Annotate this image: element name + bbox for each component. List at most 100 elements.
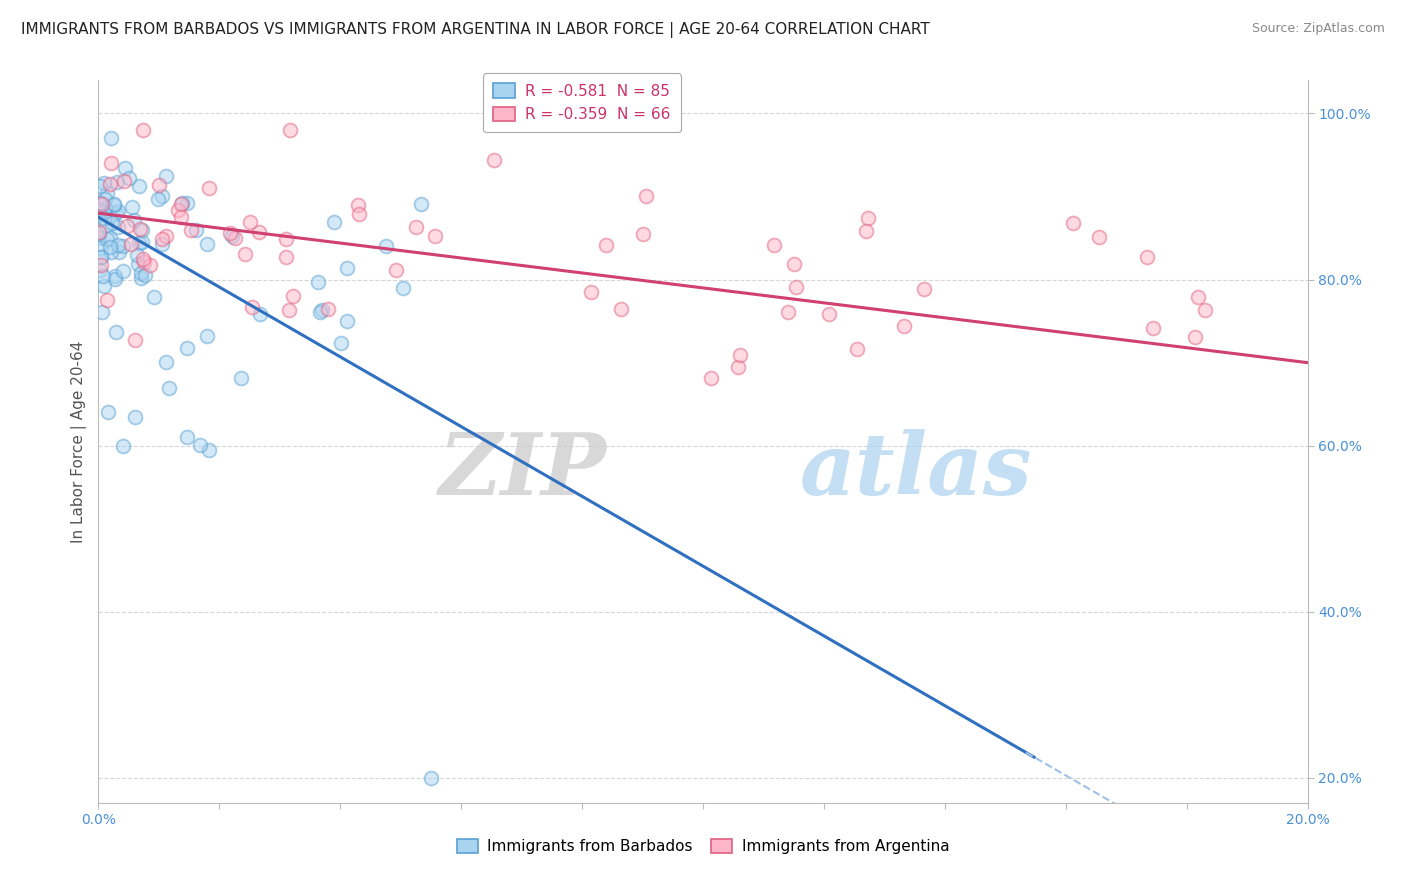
Point [89,225,111,239]
Point [727,359,749,374]
Point [329,335,352,350]
Point [420,771,443,785]
Point [121,200,143,214]
Point [349,207,371,221]
Point [1187,290,1209,304]
Point [595,238,617,252]
Point [150,232,173,246]
Point [845,343,868,357]
Point [91,269,114,284]
Point [98,178,121,192]
Point [104,271,127,285]
Point [93,176,115,190]
Point [90,241,112,255]
Point [195,328,218,343]
Point [129,271,152,285]
Point [728,348,751,362]
Y-axis label: In Labor Force | Age 20-64: In Labor Force | Age 20-64 [72,341,87,542]
Point [94,219,117,233]
Point [249,307,271,321]
Point [579,285,602,300]
Point [129,221,152,235]
Point [142,290,165,304]
Point [117,219,139,233]
Point [322,214,344,228]
Point [105,206,128,220]
Point [94,201,117,215]
Point [129,266,152,280]
Point [233,247,256,261]
Point [242,300,264,314]
Point [318,301,340,316]
Point [785,280,807,294]
Point [90,258,112,272]
Point [347,198,370,212]
Point [778,305,800,319]
Point [307,275,329,289]
Point [103,198,125,212]
Point [112,439,135,453]
Point [104,268,127,283]
Point [90,197,112,211]
Point [94,192,117,206]
Point [423,229,446,244]
Point [198,181,221,195]
Point [405,219,427,234]
Point [93,211,115,225]
Point [90,250,112,264]
Point [112,238,135,252]
Point [148,178,170,192]
Point [87,231,110,245]
Point [150,189,173,203]
Point [893,318,915,333]
Point [100,244,122,259]
Point [96,186,118,201]
Point [239,215,262,229]
Point [157,381,180,395]
Point [1136,250,1159,264]
Point [132,255,155,269]
Point [128,236,150,251]
Point [218,226,240,240]
Point [89,196,111,211]
Point [131,235,153,250]
Point [93,202,115,217]
Point [274,250,297,264]
Point [855,224,877,238]
Point [221,229,243,244]
Point [1142,321,1164,335]
Point [107,238,129,252]
Text: Source: ZipAtlas.com: Source: ZipAtlas.com [1251,22,1385,36]
Point [134,268,156,282]
Point [170,197,193,211]
Point [118,171,141,186]
Point [124,410,146,425]
Point [89,179,111,194]
Point [91,305,114,319]
Point [101,216,124,230]
Point [195,237,218,252]
Point [374,238,396,252]
Point [1184,330,1206,344]
Point [281,289,304,303]
Point [276,232,298,246]
Text: atlas: atlas [800,429,1032,512]
Point [912,282,935,296]
Point [89,226,111,240]
Point [1194,302,1216,317]
Point [247,225,270,239]
Point [107,245,129,260]
Point [309,305,332,319]
Point [176,196,198,211]
Point [180,223,202,237]
Point [610,302,633,317]
Point [634,189,657,203]
Point [278,123,301,137]
Point [188,438,211,452]
Point [198,442,221,457]
Point [818,307,841,321]
Point [335,260,357,275]
Point [155,355,177,369]
Point [98,231,121,245]
Point [105,175,128,189]
